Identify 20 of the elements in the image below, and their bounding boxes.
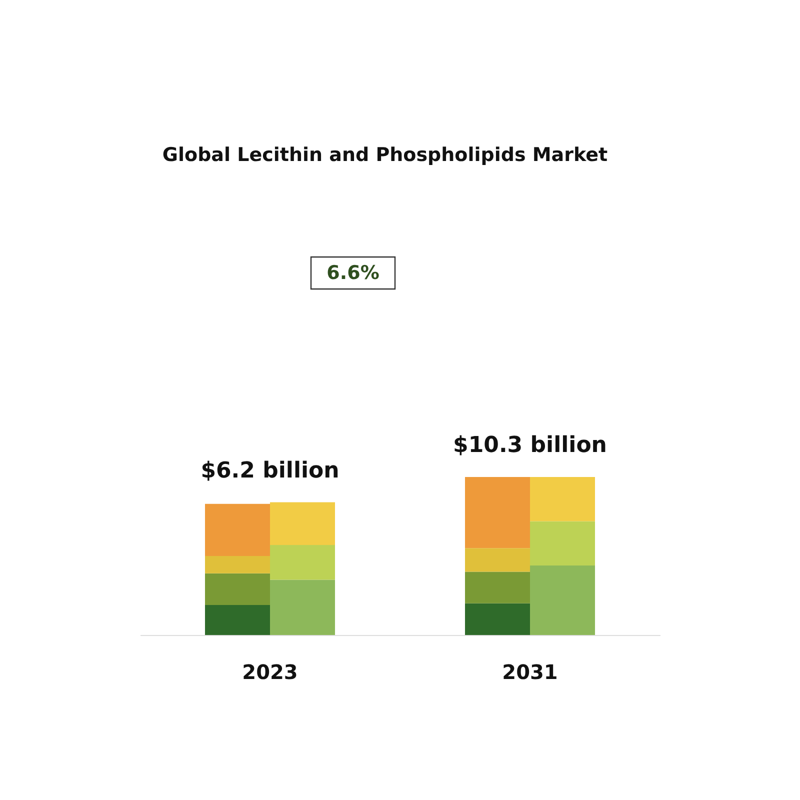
bar xyxy=(205,573,270,605)
bar xyxy=(205,504,270,556)
bar xyxy=(270,544,335,580)
bar xyxy=(270,580,335,635)
bar xyxy=(530,565,595,635)
bar xyxy=(465,603,530,635)
bar xyxy=(530,477,595,522)
text: 2031 xyxy=(502,660,558,684)
bar xyxy=(205,604,270,635)
chart-title: Global Lecithin and Phospholipids Market xyxy=(162,144,608,166)
text: 2023 xyxy=(242,660,298,684)
text: $10.3 billion xyxy=(453,433,607,458)
bar xyxy=(270,502,335,545)
bar xyxy=(465,548,530,572)
bar xyxy=(465,477,530,548)
annotation: $6.2 billion xyxy=(200,458,340,484)
bar xyxy=(205,556,270,574)
bar xyxy=(465,572,530,604)
text: 6.6% xyxy=(326,262,380,284)
bar xyxy=(530,521,595,566)
